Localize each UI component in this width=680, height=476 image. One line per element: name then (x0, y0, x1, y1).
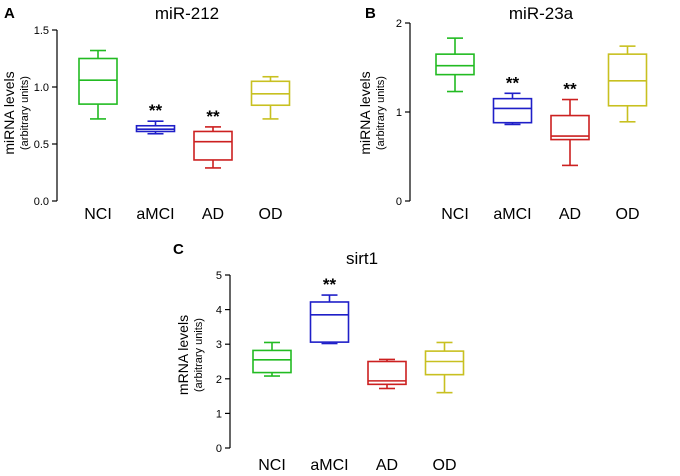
y-axis-sublabel: (arbitrary units) (375, 76, 387, 150)
y-axis-sublabel: (arbitrary units) (19, 76, 31, 150)
y-tick-label: 3 (216, 339, 222, 351)
iqr-box (607, 53, 648, 107)
box-od (607, 45, 648, 123)
box-amci (135, 120, 176, 135)
box-nci (78, 49, 118, 120)
y-tick-label: 1 (216, 408, 222, 420)
chart-title: miR-212 (155, 4, 219, 23)
x-tick-label: aMCI (310, 457, 348, 474)
y-tick-label: 0 (216, 443, 222, 455)
iqr-box (424, 350, 465, 376)
iqr-box (492, 97, 533, 124)
x-tick-label: AD (559, 206, 581, 223)
significance-marker: ** (563, 80, 577, 99)
y-tick-label: 1 (396, 107, 402, 119)
x-tick-label: aMCI (136, 206, 174, 223)
y-tick-label: 4 (216, 305, 222, 317)
box-nci (252, 341, 292, 377)
x-tick-label: OD (433, 457, 457, 474)
y-tick-label: 1.0 (34, 82, 49, 94)
y-tick-label: 0 (396, 196, 402, 208)
x-tick-label: OD (259, 206, 283, 223)
box-ad (367, 358, 407, 390)
iqr-box (193, 130, 233, 161)
panel-b: B miR-23a miRNA levels (arbitrary units)… (357, 4, 648, 223)
box-ad (193, 126, 233, 169)
x-tick-label: NCI (84, 206, 112, 223)
x-tick-label: OD (616, 206, 640, 223)
iqr-box (550, 114, 590, 141)
iqr-box (367, 360, 407, 386)
box-od (250, 75, 291, 120)
y-tick-label: 0.0 (34, 196, 49, 208)
iqr-box (309, 301, 350, 343)
y-axis-label: miRNA levels (357, 71, 373, 154)
significance-marker: ** (506, 73, 520, 92)
y-tick-label: 5 (216, 270, 222, 282)
y-axis-label: mRNA levels (175, 315, 191, 395)
panel-letter: A (4, 5, 15, 22)
box-od (424, 341, 465, 394)
y-tick-label: 1.5 (34, 25, 49, 37)
box-amci (492, 92, 533, 126)
iqr-box (78, 57, 118, 105)
panel-letter: B (365, 5, 376, 22)
x-tick-label: AD (202, 206, 224, 223)
significance-marker: ** (206, 107, 220, 126)
x-tick-label: NCI (441, 206, 469, 223)
significance-marker: ** (323, 275, 337, 294)
box-nci (435, 37, 475, 93)
significance-marker: ** (149, 101, 163, 120)
y-tick-label: 2 (396, 18, 402, 30)
iqr-box (435, 53, 475, 76)
x-tick-label: aMCI (493, 206, 531, 223)
iqr-box (252, 349, 292, 374)
panel-a: A miR-212 miRNA levels (arbitrary units)… (1, 4, 291, 223)
chart-title: sirt1 (346, 249, 378, 268)
x-tick-label: AD (376, 457, 398, 474)
box-amci (309, 294, 350, 345)
panel-letter: C (173, 241, 184, 258)
chart-title: miR-23a (509, 4, 574, 23)
y-tick-label: 0.5 (34, 139, 49, 151)
panel-c: C sirt1 mRNA levels (arbitrary units) 0 1… (173, 241, 465, 474)
y-axis-label: miRNA levels (1, 71, 17, 154)
box-ad (550, 98, 590, 167)
y-axis-sublabel: (arbitrary units) (193, 318, 205, 392)
y-tick-label: 2 (216, 374, 222, 386)
x-tick-label: NCI (258, 457, 286, 474)
